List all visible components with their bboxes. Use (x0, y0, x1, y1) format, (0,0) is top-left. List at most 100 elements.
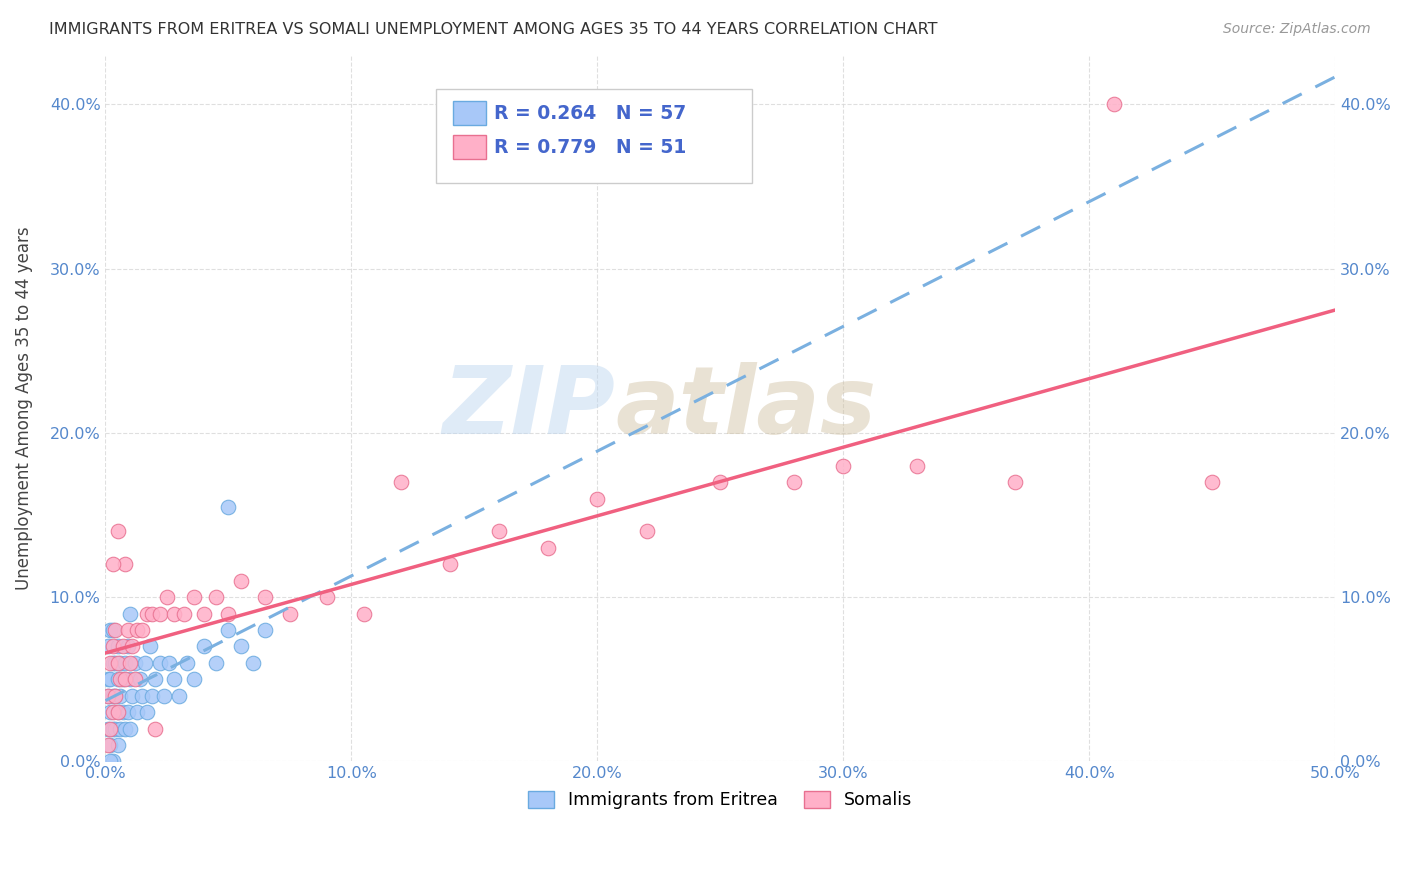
Point (1102, 97, 1125, 112)
Point (108, 656, 131, 670)
Point (193, 640, 215, 654)
Point (278, 607, 301, 621)
Point (98, 755, 121, 769)
Point (183, 590, 205, 604)
Point (117, 640, 139, 654)
Point (107, 738, 129, 752)
Point (143, 722, 166, 736)
Point (242, 656, 264, 670)
Point (107, 673, 129, 687)
Point (101, 689, 124, 703)
Point (636, 524, 658, 539)
Point (148, 607, 170, 621)
Point (131, 689, 153, 703)
Point (118, 656, 141, 670)
Point (193, 607, 215, 621)
Point (439, 558, 461, 572)
Point (97, 689, 120, 703)
Point (205, 656, 228, 670)
Point (98, 673, 121, 687)
Point (254, 590, 277, 604)
Point (97, 640, 120, 654)
Point (136, 607, 159, 621)
Point (107, 656, 129, 670)
Point (121, 689, 143, 703)
Point (117, 705, 139, 719)
Text: atlas: atlas (616, 362, 877, 454)
Point (389, 475, 412, 490)
Point (101, 623, 124, 637)
Point (118, 673, 141, 687)
Point (111, 705, 134, 719)
Point (97, 722, 120, 736)
Point (127, 623, 149, 637)
Point (107, 640, 129, 654)
Point (832, 458, 855, 473)
Point (121, 640, 143, 654)
Point (108, 722, 131, 736)
Legend: Immigrants from Eritrea, Somalis: Immigrants from Eritrea, Somalis (522, 784, 920, 816)
Point (124, 656, 146, 670)
Point (98, 722, 121, 736)
Point (183, 673, 205, 687)
Point (157, 656, 180, 670)
Point (114, 722, 136, 736)
Point (229, 640, 252, 654)
Point (153, 689, 176, 703)
Point (104, 623, 127, 637)
Point (101, 722, 124, 736)
Point (108, 673, 131, 687)
Point (586, 491, 609, 506)
Point (163, 673, 186, 687)
Point (104, 689, 127, 703)
Point (148, 656, 170, 670)
Text: ZIP: ZIP (443, 362, 616, 454)
Point (128, 673, 150, 687)
Point (1004, 475, 1026, 490)
Point (107, 705, 129, 719)
Point (107, 524, 129, 539)
Point (124, 673, 146, 687)
Point (114, 656, 136, 670)
Point (97, 689, 120, 703)
Point (97, 673, 120, 687)
Point (173, 607, 195, 621)
Text: R = 0.779   N = 51: R = 0.779 N = 51 (494, 137, 686, 157)
Point (101, 558, 124, 572)
Point (217, 623, 239, 637)
Point (141, 689, 163, 703)
Point (117, 623, 139, 637)
Point (98, 705, 121, 719)
Point (141, 607, 163, 621)
Point (138, 640, 160, 654)
Point (315, 590, 337, 604)
Point (98, 738, 121, 752)
Point (98, 623, 121, 637)
Point (104, 689, 127, 703)
Point (111, 673, 134, 687)
Point (163, 607, 186, 621)
Point (104, 656, 127, 670)
Point (101, 755, 124, 769)
Point (101, 705, 124, 719)
Point (108, 689, 131, 703)
Point (1201, 475, 1223, 490)
Point (143, 673, 166, 687)
Point (127, 705, 149, 719)
Point (111, 640, 134, 654)
Point (176, 656, 198, 670)
Y-axis label: Unemployment Among Ages 35 to 44 years: Unemployment Among Ages 35 to 44 years (15, 227, 32, 591)
Point (353, 607, 375, 621)
Point (709, 475, 731, 490)
Point (98, 656, 121, 670)
Point (217, 500, 239, 514)
Point (134, 656, 156, 670)
Point (107, 705, 129, 719)
Point (905, 458, 928, 473)
Point (156, 590, 179, 604)
Point (167, 689, 190, 703)
Point (205, 590, 228, 604)
Point (118, 607, 141, 621)
Point (114, 558, 136, 572)
Point (136, 705, 159, 719)
